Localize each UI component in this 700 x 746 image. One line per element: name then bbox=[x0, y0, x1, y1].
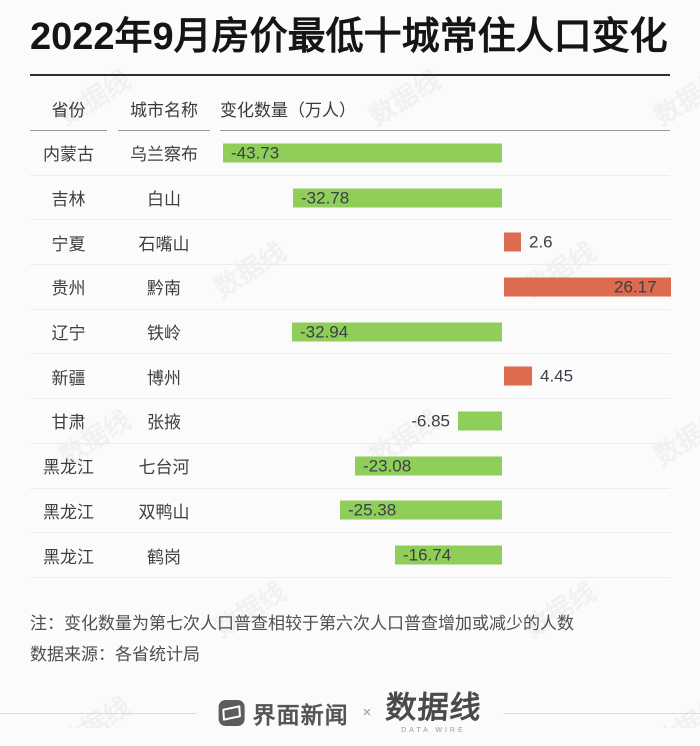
bar-value-label: -16.74 bbox=[403, 545, 452, 565]
province-cell: 新疆 bbox=[51, 368, 86, 388]
source-line: 数据来源：各省统计局 bbox=[30, 644, 200, 664]
bar-cell: -23.08 bbox=[220, 444, 670, 488]
city-cell: 鹤岗 bbox=[147, 547, 181, 567]
table-row: 贵州 黔南 26.17 bbox=[30, 265, 671, 310]
bar-value-label: 26.17 bbox=[614, 277, 657, 297]
table-row: 内蒙古 乌兰察布 -43.73 bbox=[30, 131, 670, 176]
province-cell: 甘肃 bbox=[51, 413, 86, 433]
header-province: 省份 bbox=[30, 96, 107, 131]
bar-value-label: -43.73 bbox=[231, 143, 280, 163]
table-row: 黑龙江 七台河 -23.08 bbox=[30, 444, 670, 489]
province-cell: 黑龙江 bbox=[43, 502, 94, 522]
bar-cell: -16.74 bbox=[220, 533, 670, 577]
negative-bar bbox=[395, 545, 502, 565]
bar-cell: 4.45 bbox=[220, 354, 670, 398]
table-row: 吉林 白山 -32.78 bbox=[30, 176, 670, 221]
province-cell: 宁夏 bbox=[51, 234, 86, 254]
table-row: 甘肃 张掖 -6.85 bbox=[30, 399, 670, 444]
city-cell: 双鸭山 bbox=[138, 502, 190, 522]
bar-cell: -6.85 bbox=[220, 399, 670, 443]
bar-value-label: 4.45 bbox=[540, 366, 574, 386]
page-title: 2022年9月房价最低十城常住人口变化 bbox=[30, 16, 668, 58]
province-cell: 辽宁 bbox=[51, 324, 86, 344]
city-cell: 张掖 bbox=[147, 413, 181, 433]
jiemian-logo-text: 界面新闻 bbox=[252, 701, 349, 728]
jiemian-logo: 界面新闻 bbox=[218, 696, 349, 730]
table-row: 宁夏 石嘴山 2.6 bbox=[30, 220, 670, 266]
negative-bar bbox=[458, 411, 502, 431]
city-cell: 七台河 bbox=[138, 458, 190, 478]
bar-chart-rows: 内蒙古 乌兰察布 -43.73 吉林 白山 -32.78 宁夏 石嘴山 2.6 贵州 黔南 26.17… bbox=[30, 131, 671, 578]
notes-block: 注：变化数量为第七次人口普查相较于第六次人口普查增加或减少的人数 数据来源：各省… bbox=[30, 608, 670, 670]
bar-cell: 2.6 bbox=[220, 220, 670, 264]
province-cell: 吉林 bbox=[51, 190, 86, 210]
jiemian-news-icon bbox=[218, 699, 245, 726]
city-cell: 乌兰察布 bbox=[130, 145, 198, 165]
bar-value-label: -32.78 bbox=[301, 188, 350, 208]
footer: 界面新闻 × 数据线 DATA WIRE bbox=[0, 683, 700, 746]
city-cell: 石嘴山 bbox=[138, 234, 190, 254]
positive-bar bbox=[504, 277, 671, 297]
positive-bar bbox=[504, 232, 521, 252]
collab-x-separator: × bbox=[362, 704, 372, 722]
header-city: 城市名称 bbox=[118, 96, 210, 131]
table-header-row: 省份 城市名称 变化数量（万人） bbox=[30, 88, 670, 131]
bar-value-label: -32.94 bbox=[300, 322, 349, 342]
city-cell: 黔南 bbox=[147, 279, 181, 299]
footer-logos: 界面新闻 × 数据线 DATA WIRE bbox=[196, 683, 504, 742]
positive-bar bbox=[504, 366, 532, 386]
province-cell: 黑龙江 bbox=[43, 458, 94, 478]
province-cell: 内蒙古 bbox=[43, 145, 94, 165]
negative-bar bbox=[340, 500, 502, 520]
header-value: 变化数量（万人） bbox=[220, 96, 670, 131]
bar-cell: -43.73 bbox=[220, 131, 670, 175]
bar-value-label: -25.38 bbox=[348, 500, 397, 520]
negative-bar bbox=[293, 188, 502, 208]
negative-bar bbox=[292, 322, 502, 342]
title-block: 2022年9月房价最低十城常住人口变化 bbox=[30, 0, 670, 76]
bar-value-label: -6.85 bbox=[411, 411, 450, 431]
table-row: 新疆 博州 4.45 bbox=[30, 354, 670, 400]
datawire-logo-text: 数据线 bbox=[384, 689, 483, 725]
city-cell: 铁岭 bbox=[147, 324, 181, 344]
table-row: 黑龙江 双鸭山 -25.38 bbox=[30, 489, 670, 534]
title-underline bbox=[30, 74, 670, 76]
note-line: 注：变化数量为第七次人口普查相较于第六次人口普查增加或减少的人数 bbox=[30, 613, 574, 633]
table-row: 辽宁 铁岭 -32.94 bbox=[30, 310, 670, 355]
negative-bar bbox=[223, 143, 502, 163]
bar-value-label: 2.6 bbox=[529, 232, 553, 252]
city-cell: 博州 bbox=[147, 368, 181, 388]
bar-cell: -32.78 bbox=[220, 176, 670, 220]
bar-cell: -32.94 bbox=[220, 310, 670, 354]
city-cell: 白山 bbox=[147, 190, 181, 210]
bar-cell: 26.17 bbox=[220, 265, 671, 309]
negative-bar bbox=[355, 456, 502, 476]
jiemian-frame-glyph bbox=[222, 705, 242, 721]
province-cell: 贵州 bbox=[51, 279, 86, 299]
bar-cell: -25.38 bbox=[220, 489, 670, 533]
table-row: 黑龙江 鹤岗 -16.74 bbox=[30, 533, 670, 578]
province-cell: 黑龙江 bbox=[43, 547, 94, 567]
bar-value-label: -23.08 bbox=[363, 456, 412, 476]
